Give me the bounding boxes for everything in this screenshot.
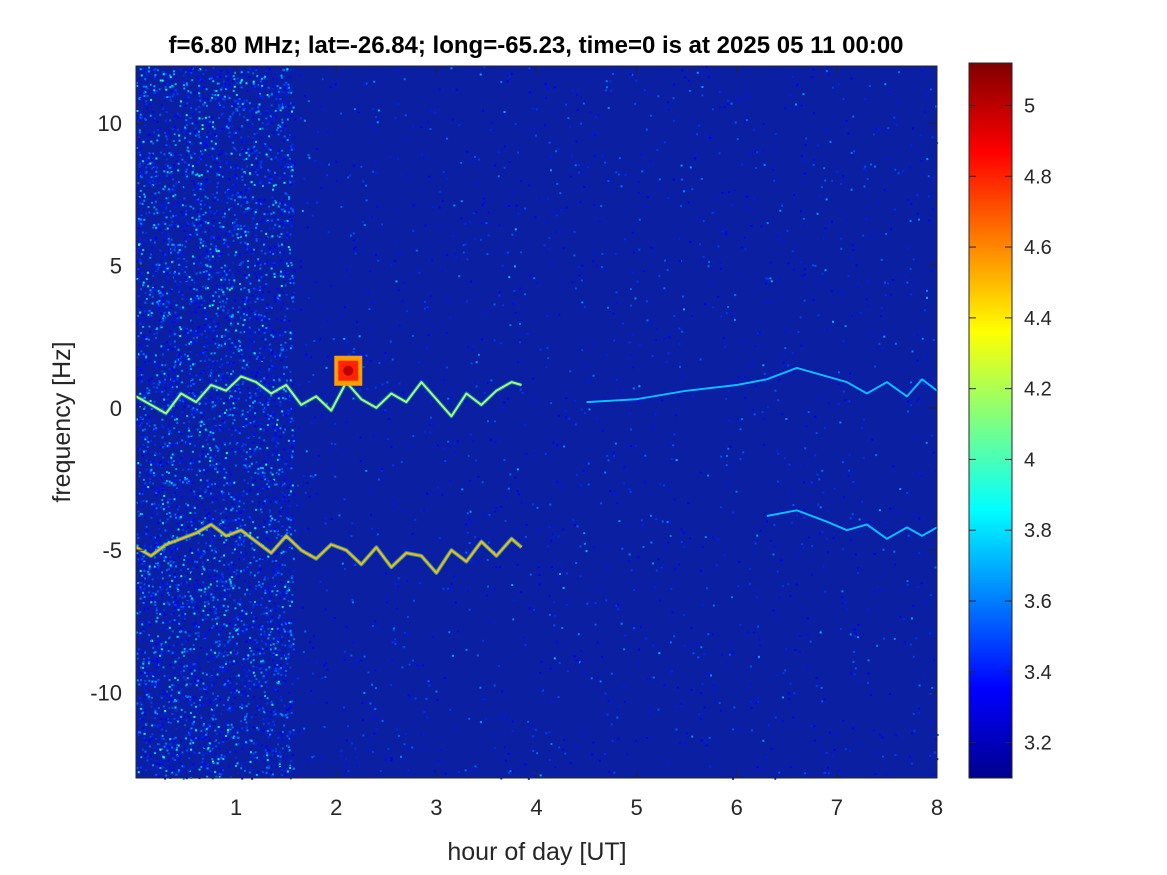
colorbar-tick-label: 4.8 (1024, 166, 1052, 188)
colorbar: 5 4.8 4.6 4.4 4.2 4 3.8 3.6 3.4 3.2 (968, 62, 1052, 779)
x-tick-label: 2 (330, 795, 342, 820)
colorbar-tick-label: 4 (1024, 449, 1035, 471)
trace-4 (766, 509, 938, 540)
trace-2 (135, 523, 523, 574)
plot-background (136, 66, 937, 778)
x-tick-label: 6 (731, 795, 743, 820)
trace-layer (135, 355, 939, 575)
x-tick-label: 4 (530, 795, 542, 820)
hotspot (343, 365, 354, 376)
y-axis: 10 5 0 -5 -10 (90, 111, 937, 706)
colorbar-tick-label: 4.4 (1024, 308, 1052, 330)
y-axis-label: frequency [Hz] (48, 341, 76, 502)
trace-1 (135, 375, 522, 418)
colorbar-tick-label: 5 (1024, 95, 1035, 117)
x-tick-label: 1 (230, 795, 242, 820)
colorbar-tick-label: 3.8 (1024, 520, 1052, 542)
colorbar-tick-label: 3.4 (1024, 662, 1052, 684)
x-tick-label: 5 (631, 795, 643, 820)
x-axis: 1 2 3 4 5 6 7 8 (230, 66, 943, 820)
plot-area (135, 65, 939, 780)
y-tick-label: 5 (110, 253, 122, 278)
y-tick-label: -10 (90, 681, 122, 706)
x-tick-label: 3 (430, 795, 442, 820)
x-tick-label: 7 (831, 795, 843, 820)
x-tick-label: 8 (931, 795, 943, 820)
colorbar-tick-label: 3.6 (1024, 591, 1052, 613)
colorbar-frame (968, 62, 1013, 779)
y-tick-label: -5 (102, 538, 122, 563)
colorbar-tick-label: 3.2 (1024, 733, 1052, 755)
y-tick-label: 0 (110, 396, 122, 421)
chart-title: f=6.80 MHz; lat=-26.84; long=-65.23, tim… (168, 32, 903, 59)
colorbar-gradient (969, 63, 1012, 778)
trace-3 (586, 366, 938, 404)
x-axis-label: hour of day [UT] (447, 838, 626, 866)
y-tick-label: 10 (98, 111, 122, 136)
colorbar-tick-label: 4.6 (1024, 237, 1052, 259)
colorbar-ticks: 5 4.8 4.6 4.4 4.2 4 3.8 3.6 3.4 3.2 (969, 95, 1052, 755)
colorbar-tick-label: 4.2 (1024, 379, 1052, 401)
noise-layer (136, 66, 939, 780)
